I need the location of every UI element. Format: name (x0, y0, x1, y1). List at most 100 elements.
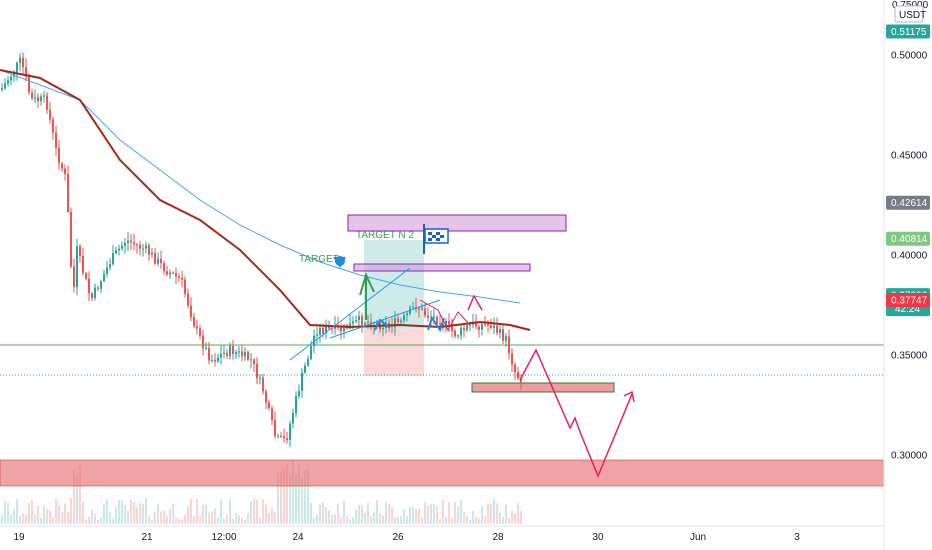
volume-bar (373, 512, 375, 524)
y-tick-label: 0.35000 (891, 351, 928, 362)
candle-body (160, 258, 162, 264)
volume-bar (106, 499, 108, 524)
volume-bar (487, 503, 489, 524)
volume-bar (130, 499, 132, 524)
candle-body (157, 258, 159, 264)
volume-bar (16, 498, 18, 524)
candle-body (499, 329, 501, 333)
volume-bar (223, 518, 225, 524)
candle-body (433, 316, 435, 318)
candle-body (514, 364, 516, 373)
candle-body (277, 435, 279, 437)
candle-body (190, 305, 192, 318)
currency-label: USDT (899, 10, 926, 21)
candle-body (319, 328, 321, 335)
candle-body (154, 253, 156, 264)
volume-bar (418, 508, 420, 524)
volume-bar (397, 516, 399, 524)
volume-bar (421, 517, 423, 524)
x-axis[interactable] (0, 526, 932, 550)
candle-body (442, 324, 444, 326)
candle-body (46, 95, 48, 110)
candle-body (124, 242, 126, 246)
blue-check-mark (374, 318, 391, 331)
candle-body (349, 323, 351, 329)
y-tick-label: 0.50000 (891, 51, 928, 62)
candle-body (364, 323, 366, 325)
volume-bar (100, 517, 102, 524)
plot-area[interactable] (0, 0, 884, 526)
candle-body (280, 435, 282, 437)
candle-body (64, 168, 66, 175)
volume-bar (481, 505, 483, 524)
candle-body (55, 132, 57, 148)
volume-bar (118, 500, 120, 524)
volume-bar (508, 517, 510, 524)
volume-bar (208, 512, 210, 524)
candle-body (238, 351, 240, 353)
volume-bar (112, 518, 114, 524)
volume-bar (64, 503, 66, 524)
volume-bar (268, 512, 270, 524)
volume-bar (148, 516, 150, 524)
candle-body (295, 396, 297, 414)
volume-bar (97, 519, 99, 524)
slow-moving-average (0, 69, 531, 331)
candle-body (88, 278, 90, 294)
candle-body (22, 57, 24, 68)
volume-bar (292, 460, 294, 524)
volume-bar (409, 507, 411, 524)
volume-bar (220, 499, 222, 524)
volume-bar (166, 516, 168, 524)
position-profit-box (364, 240, 424, 330)
candle-body (445, 320, 447, 325)
candle-body (367, 321, 369, 324)
price-badge-label: 0.51175 (891, 27, 927, 38)
price-badge-label: 0.40814 (891, 234, 928, 245)
candle-body (520, 378, 522, 383)
flag-icon (423, 224, 449, 254)
candle-body (7, 80, 9, 84)
volume-bar (211, 511, 213, 524)
candle-body (322, 328, 324, 334)
volume-bar (136, 507, 138, 524)
candle-body (169, 272, 171, 275)
volume-bar (301, 478, 303, 524)
price-badge (886, 231, 930, 246)
currency-badge[interactable] (894, 5, 924, 23)
candle-body (172, 272, 174, 274)
candle-body (451, 324, 453, 331)
support-zone (0, 459, 885, 487)
volume-bar (298, 463, 300, 524)
volume-bar (175, 517, 177, 524)
volume-bar (496, 503, 498, 524)
volume-bar (493, 498, 495, 524)
volume-bar (364, 512, 366, 524)
volume-bar (157, 503, 159, 524)
volume-bar (463, 512, 465, 524)
volume-bar (127, 510, 129, 524)
candle-body (460, 327, 462, 336)
volume-bar (229, 498, 231, 524)
candle-body (511, 353, 513, 365)
candle-body (508, 336, 510, 354)
volume-bar (394, 517, 396, 524)
candle-body (325, 326, 327, 334)
candle-body (403, 315, 405, 321)
candle-body (163, 263, 165, 272)
y-axis[interactable] (884, 0, 932, 550)
y-tick-label: 0.45000 (891, 151, 928, 162)
volume-bar (514, 513, 516, 524)
candle-body (223, 352, 225, 354)
volume-bar (31, 499, 33, 524)
y-axis-ticks: 0.700000.650000.600000.550000.500000.450… (891, 51, 928, 462)
volume-bar (520, 510, 522, 524)
candle-body (304, 365, 306, 373)
volume-bar (193, 515, 195, 524)
channel-upper-line (289, 267, 411, 361)
volume-bar (196, 498, 198, 524)
x-tick-label: 3 (794, 532, 800, 543)
fast-moving-average (0, 69, 521, 304)
